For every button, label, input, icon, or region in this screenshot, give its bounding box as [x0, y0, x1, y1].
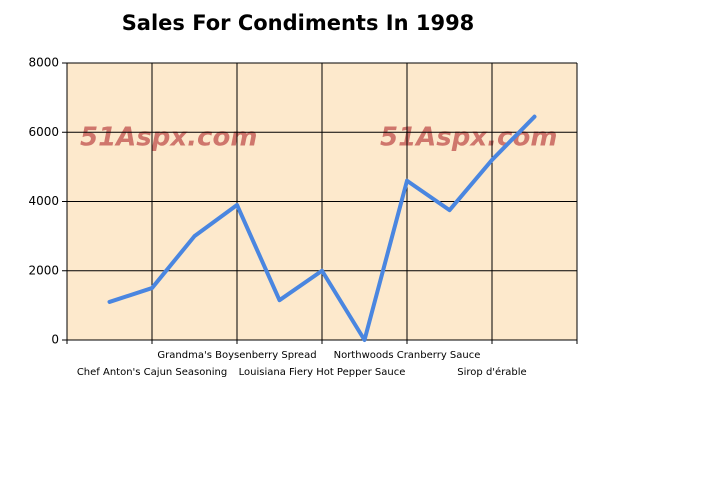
x-tick-label: Northwoods Cranberry Sauce [334, 350, 481, 361]
y-tick-label: 4000 [28, 194, 59, 208]
y-tick-label: 8000 [28, 56, 59, 70]
watermark: 51Aspx.com [80, 123, 257, 153]
x-tick-label: Louisiana Fiery Hot Pepper Sauce [239, 367, 406, 378]
data-line [107, 114, 537, 342]
x-tick-label: Sirop d'érable [457, 366, 526, 378]
watermark: 51Aspx.com [380, 123, 557, 153]
x-tick-label: Chef Anton's Cajun Seasoning [77, 367, 227, 378]
x-tick-label: Grandma's Boysenberry Spread [157, 350, 316, 361]
chart-title: Sales For Condiments In 1998 [122, 11, 475, 35]
y-tick-label: 6000 [28, 125, 59, 139]
y-tick-label: 0 [51, 333, 59, 347]
y-tick-label: 2000 [28, 263, 59, 277]
